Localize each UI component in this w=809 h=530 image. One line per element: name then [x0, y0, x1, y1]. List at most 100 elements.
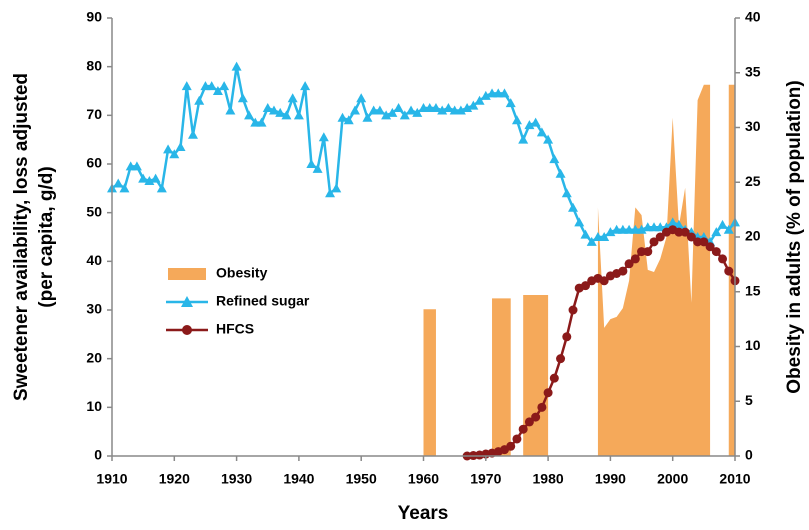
- area: [423, 84, 735, 457]
- x-tick-label: 1930: [221, 471, 252, 487]
- marker: [480, 90, 491, 100]
- marker: [194, 95, 205, 105]
- marker: [219, 81, 230, 91]
- x-tick-label: 1980: [533, 471, 564, 487]
- marker: [511, 115, 522, 125]
- marker: [717, 219, 728, 229]
- marker: [156, 183, 167, 193]
- marker: [312, 163, 323, 173]
- y-tick-label: 70: [86, 106, 102, 122]
- marker: [268, 105, 279, 115]
- legend-swatch: [168, 268, 206, 280]
- marker: [524, 417, 534, 427]
- marker: [300, 81, 311, 91]
- marker: [144, 176, 155, 186]
- marker: [275, 107, 286, 117]
- marker: [318, 132, 329, 142]
- marker: [231, 61, 242, 71]
- marker: [468, 100, 479, 110]
- marker: [531, 412, 541, 422]
- y-tick-label: 30: [86, 301, 102, 317]
- marker: [412, 107, 423, 117]
- marker: [724, 266, 734, 276]
- marker: [624, 259, 634, 269]
- marker: [580, 281, 590, 291]
- x-tick-label: 1940: [283, 471, 314, 487]
- y-axis-title: (per capita, g/d): [36, 166, 57, 307]
- x-tick-label: 1950: [346, 471, 377, 487]
- y-tick-label: 0: [94, 447, 102, 463]
- marker: [512, 434, 522, 444]
- plot-area: [107, 61, 740, 461]
- marker: [206, 81, 217, 91]
- marker: [325, 188, 336, 198]
- x-tick-label: 2000: [657, 471, 688, 487]
- marker: [693, 237, 703, 247]
- marker: [256, 117, 267, 127]
- marker: [406, 105, 417, 115]
- marker: [455, 105, 466, 115]
- marker: [499, 88, 510, 98]
- x-tick-label: 2010: [719, 471, 750, 487]
- legend-marker: [181, 296, 193, 307]
- marker: [549, 373, 559, 383]
- x-tick-label: 1990: [595, 471, 626, 487]
- legend-label: HFCS: [216, 321, 254, 337]
- y2-tick-label: 35: [745, 63, 761, 79]
- marker: [536, 127, 547, 137]
- marker: [306, 159, 317, 168]
- legend-label: Refined sugar: [216, 293, 310, 309]
- legend-marker: [182, 325, 192, 335]
- marker: [287, 93, 298, 103]
- y-tick-label: 90: [86, 9, 102, 25]
- marker: [349, 105, 360, 115]
- marker: [443, 103, 454, 113]
- marker: [131, 161, 142, 171]
- marker: [506, 441, 516, 451]
- marker: [674, 227, 684, 237]
- marker: [530, 117, 541, 127]
- marker: [667, 217, 678, 227]
- marker: [393, 103, 404, 113]
- marker: [705, 242, 715, 252]
- marker: [293, 110, 304, 120]
- marker: [718, 254, 728, 264]
- marker: [580, 229, 591, 239]
- marker: [618, 266, 628, 276]
- y2-tick-label: 15: [745, 282, 761, 298]
- marker: [331, 183, 342, 193]
- marker: [543, 134, 554, 144]
- marker: [561, 188, 572, 198]
- y2-tick-label: 0: [745, 447, 753, 463]
- marker: [649, 237, 659, 247]
- y2-tick-label: 40: [745, 9, 761, 25]
- x-tick-label: 1920: [159, 471, 190, 487]
- marker: [568, 202, 579, 212]
- marker: [655, 232, 665, 242]
- marker: [711, 227, 722, 237]
- y-axis-title: Sweetener availability, loss adjusted: [11, 73, 32, 401]
- marker: [637, 247, 647, 257]
- y-tick-label: 50: [86, 203, 102, 219]
- marker: [599, 232, 610, 241]
- marker: [673, 219, 684, 229]
- marker: [187, 129, 198, 139]
- marker: [599, 276, 609, 286]
- marker: [524, 120, 535, 130]
- marker: [605, 227, 616, 237]
- marker: [711, 247, 721, 257]
- marker: [169, 149, 180, 159]
- y-tick-label: 40: [86, 252, 102, 268]
- marker: [262, 103, 273, 113]
- marker: [474, 95, 485, 105]
- marker: [505, 98, 516, 108]
- marker: [555, 168, 566, 178]
- marker: [723, 224, 734, 234]
- marker: [636, 224, 647, 234]
- marker: [586, 236, 597, 246]
- marker: [150, 173, 161, 183]
- y2-tick-label: 20: [745, 228, 761, 244]
- legend: Obesity Refined sugar HFCS: [160, 258, 350, 346]
- marker: [212, 86, 223, 95]
